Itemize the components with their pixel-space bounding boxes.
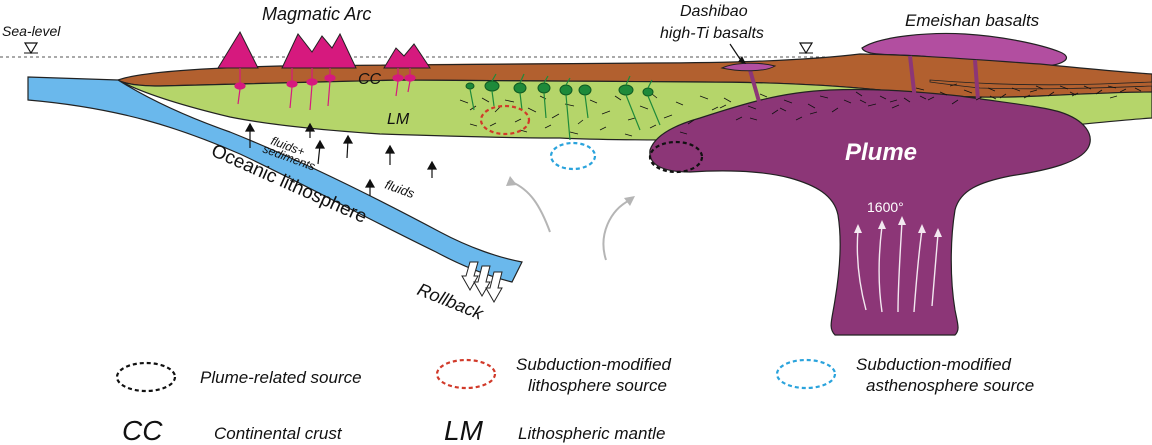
mantle-texture bbox=[459, 83, 1142, 137]
dashibao-basalts bbox=[720, 62, 777, 72]
magmatic-arc bbox=[217, 30, 431, 69]
legend-astheno-swatch bbox=[775, 358, 837, 390]
legend-plume-swatch bbox=[115, 361, 177, 393]
plume bbox=[649, 88, 1091, 336]
temperature-label: 1600° bbox=[867, 199, 904, 215]
litho-source-circle bbox=[479, 104, 531, 136]
emeishan-label: Emeishan basalts bbox=[905, 11, 1040, 30]
dashibao-label-2: high-Ti basalts bbox=[660, 25, 764, 42]
legend: Plume-related source Subduction-modified… bbox=[115, 355, 1034, 445]
rollback-arrows bbox=[461, 261, 503, 304]
fluid-arrows bbox=[244, 122, 438, 196]
dashibao-label-1: Dashibao bbox=[680, 3, 748, 20]
cc-label: CC bbox=[358, 71, 382, 88]
legend-litho-text-2: lithosphere source bbox=[528, 376, 667, 395]
sea-level-marker-left bbox=[23, 42, 39, 55]
plume-source-circle bbox=[648, 140, 704, 174]
legend-plume-text: Plume-related source bbox=[200, 368, 362, 387]
legend-litho-swatch bbox=[435, 358, 497, 390]
plume-label: Plume bbox=[845, 139, 917, 166]
lm-label: LM bbox=[387, 111, 410, 128]
legend-astheno-text-1: Subduction-modified bbox=[856, 355, 1012, 374]
legend-astheno-text-2: asthenosphere source bbox=[866, 376, 1034, 395]
convection-arrows bbox=[506, 176, 635, 261]
legend-litho-text-1: Subduction-modified bbox=[516, 355, 672, 374]
plume-upwelling-arrows bbox=[856, 221, 939, 313]
green-intrusions bbox=[465, 80, 654, 97]
legend-cc-full: Continental crust bbox=[214, 424, 343, 443]
fluids-label: fluids bbox=[383, 177, 417, 202]
sea-level-marker-right bbox=[798, 42, 814, 55]
legend-cc-abbr: CC bbox=[122, 415, 163, 445]
astheno-source-circle bbox=[549, 141, 597, 171]
oceanic-lithosphere bbox=[27, 76, 523, 283]
sea-level-label: Sea-level bbox=[2, 23, 61, 39]
legend-lm-full: Lithospheric mantle bbox=[518, 424, 665, 443]
magmatic-arc-label: Magmatic Arc bbox=[262, 4, 371, 24]
legend-lm-abbr: LM bbox=[444, 415, 484, 445]
